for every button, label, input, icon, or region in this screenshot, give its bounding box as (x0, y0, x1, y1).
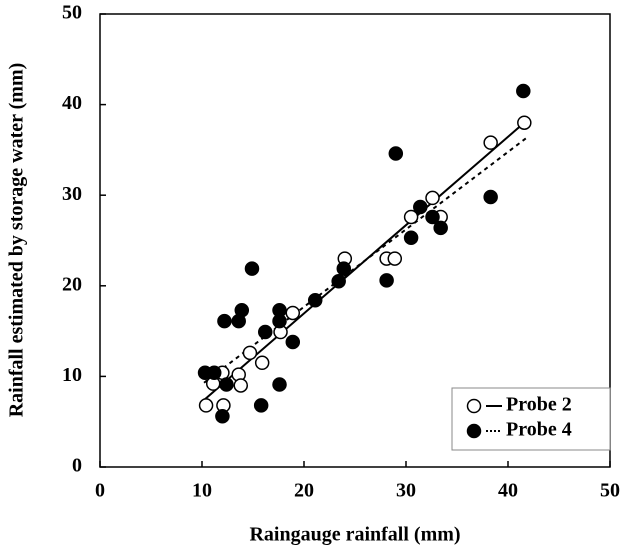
point (244, 261, 260, 276)
point (331, 274, 346, 289)
legend-box (451, 387, 611, 451)
x-tick-label: 50 (600, 480, 620, 502)
point (242, 345, 258, 361)
x-axis-label: Raingauge rainfall (mm) (249, 524, 460, 546)
point (257, 324, 273, 340)
point (425, 209, 440, 225)
x-tick-label: 0 (95, 480, 105, 502)
point (516, 83, 531, 99)
legend-label: Probe 2 (506, 394, 572, 416)
point (425, 190, 440, 206)
point (433, 220, 448, 236)
legend-marker (466, 398, 482, 414)
point (206, 365, 222, 381)
plot-frame (99, 13, 611, 468)
trend-line (203, 136, 528, 384)
point (253, 398, 269, 413)
point (483, 189, 498, 205)
point (217, 313, 232, 329)
point (219, 377, 234, 392)
point (198, 398, 214, 413)
point (483, 135, 498, 150)
x-tick-label: 10 (192, 480, 212, 502)
y-tick-label: 50 (62, 2, 82, 24)
point (272, 313, 287, 329)
y-tick-label: 0 (72, 455, 82, 477)
legend-label: Probe 4 (506, 419, 572, 441)
y-tick-label: 40 (62, 92, 82, 114)
y-tick-label: 20 (62, 273, 82, 295)
point (234, 303, 250, 318)
point (388, 146, 404, 161)
point (254, 355, 270, 371)
point (403, 209, 419, 225)
legend-marker (466, 423, 482, 439)
point (517, 115, 532, 130)
x-tick-label: 30 (396, 480, 416, 502)
point (413, 199, 428, 215)
point (285, 305, 301, 321)
point (403, 230, 419, 246)
point (379, 273, 394, 288)
point (233, 378, 249, 393)
x-tick-label: 40 (498, 480, 518, 502)
x-tick-label: 20 (294, 480, 314, 502)
point (215, 409, 230, 424)
point (387, 251, 403, 266)
point (307, 293, 323, 308)
y-tick-label: 10 (62, 364, 82, 386)
y-tick-label: 30 (62, 183, 82, 205)
point (336, 261, 352, 276)
point (285, 334, 301, 350)
point (272, 377, 287, 392)
y-axis-label: Rainfall estimated by storage water (mm) (6, 63, 28, 418)
